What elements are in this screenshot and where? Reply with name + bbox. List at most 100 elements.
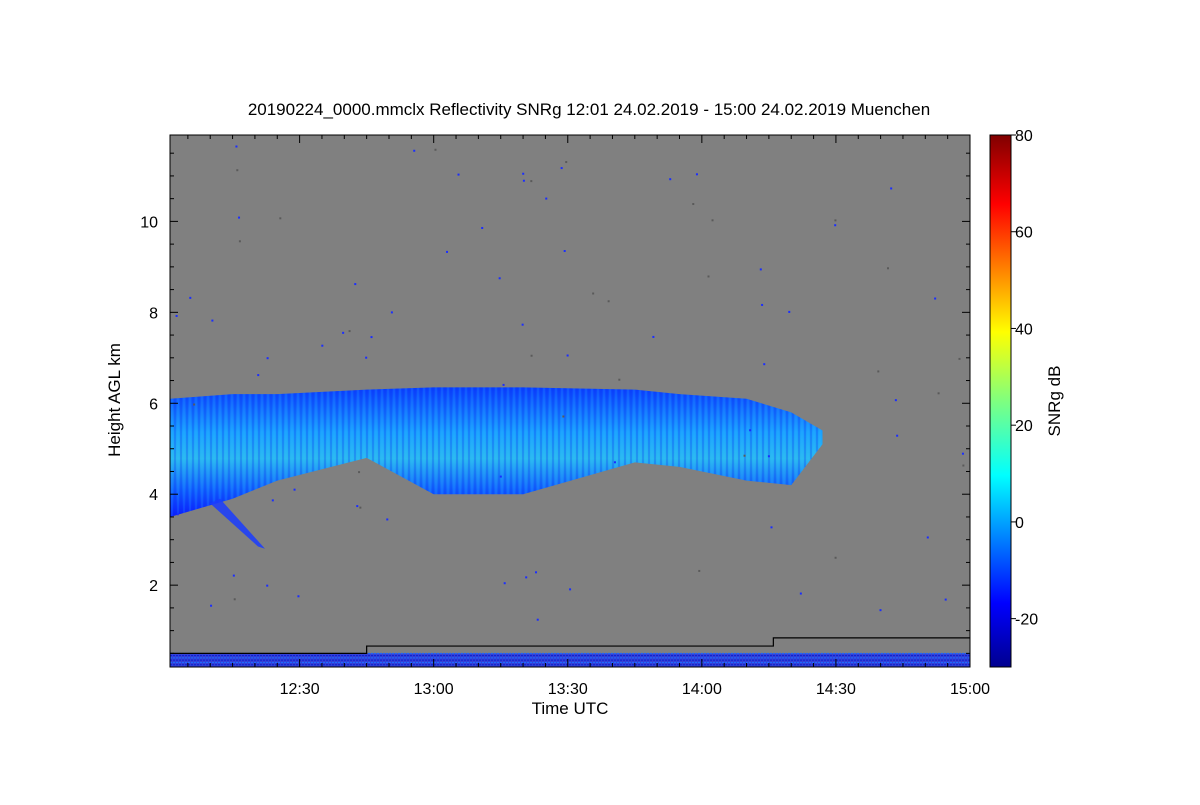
speckle bbox=[321, 344, 324, 347]
speckle bbox=[176, 513, 179, 516]
fall-streak bbox=[210, 498, 265, 549]
speckle bbox=[934, 297, 937, 300]
colorbar-tick-label: 60 bbox=[1015, 225, 1033, 242]
speckle bbox=[566, 354, 569, 357]
x-tick-label: 12:30 bbox=[280, 681, 320, 698]
noise-speckles bbox=[175, 145, 965, 621]
speckle bbox=[266, 357, 269, 360]
speckle bbox=[565, 161, 568, 164]
lowest-gate-line bbox=[170, 637, 970, 654]
speckle bbox=[749, 429, 752, 432]
ground-clutter-band bbox=[170, 652, 970, 667]
speckle bbox=[365, 356, 368, 359]
speckle bbox=[356, 505, 359, 508]
x-tick-label: 14:30 bbox=[816, 681, 856, 698]
speckle bbox=[525, 576, 528, 579]
speckle bbox=[877, 370, 880, 373]
colorbar-label: SNRg dB bbox=[1045, 366, 1064, 437]
colorbar-tick-label: -20 bbox=[1015, 612, 1038, 629]
y-tick-label: 4 bbox=[149, 487, 158, 504]
speckle bbox=[652, 335, 655, 338]
speckle bbox=[348, 330, 351, 333]
speckle bbox=[359, 506, 362, 509]
speckle bbox=[386, 518, 389, 521]
cloud-streaks bbox=[170, 387, 823, 517]
speckle bbox=[834, 219, 837, 222]
speckle bbox=[958, 357, 961, 360]
speckle bbox=[761, 303, 764, 306]
speckle bbox=[692, 203, 695, 206]
speckle bbox=[535, 571, 538, 574]
speckle bbox=[530, 180, 533, 183]
speckle bbox=[788, 310, 791, 313]
colorbar-tick-label: 0 bbox=[1015, 515, 1024, 532]
speckle bbox=[522, 172, 525, 175]
speckle bbox=[799, 592, 802, 595]
speckle bbox=[522, 179, 525, 182]
speckle bbox=[175, 314, 178, 317]
speckle bbox=[498, 277, 501, 280]
speckle bbox=[271, 499, 274, 502]
speckle bbox=[457, 173, 460, 176]
colorbar-tick-label: 40 bbox=[1015, 321, 1033, 338]
cloud-layer bbox=[170, 387, 823, 549]
speckle bbox=[390, 311, 393, 314]
speckle bbox=[711, 219, 714, 222]
speckle bbox=[763, 363, 766, 366]
plot-frame bbox=[169, 134, 971, 668]
y-tick-label: 10 bbox=[140, 214, 158, 231]
speckle bbox=[926, 536, 929, 539]
colorbar: -20 0 20 40 60 80 SNRg dB bbox=[989, 128, 1064, 668]
speckle bbox=[887, 267, 890, 270]
y-tick-label: 2 bbox=[149, 578, 158, 595]
speckle bbox=[499, 475, 502, 478]
speckle bbox=[233, 598, 236, 601]
x-tick-label: 13:00 bbox=[414, 681, 454, 698]
speckle bbox=[896, 434, 899, 437]
speckle bbox=[238, 216, 241, 219]
speckle bbox=[592, 292, 595, 295]
speckle bbox=[562, 415, 565, 418]
speckle bbox=[698, 569, 701, 572]
speckle bbox=[279, 217, 282, 220]
speckle bbox=[560, 167, 563, 170]
speckle bbox=[669, 178, 672, 181]
speckle bbox=[569, 588, 572, 591]
speckle bbox=[297, 595, 300, 598]
speckle bbox=[193, 403, 196, 406]
speckle bbox=[232, 574, 235, 577]
speckle bbox=[707, 275, 710, 278]
speckle bbox=[545, 197, 548, 200]
speckle bbox=[354, 283, 357, 286]
speckle bbox=[434, 148, 437, 151]
speckle bbox=[894, 399, 897, 402]
speckle bbox=[257, 374, 260, 377]
speckle bbox=[370, 336, 373, 339]
x-axis-ticks: 12:30 13:00 13:30 14:00 14:30 15:00 bbox=[187, 135, 990, 698]
x-tick-label: 13:30 bbox=[548, 681, 588, 698]
speckle bbox=[618, 378, 621, 381]
plot-area: 12:30 13:00 13:30 14:00 14:30 15:00 2 4 6 8 10 bbox=[140, 134, 990, 698]
speckle bbox=[563, 249, 566, 252]
speckle bbox=[770, 526, 773, 529]
speckle bbox=[944, 598, 947, 601]
x-tick-label: 14:00 bbox=[682, 681, 722, 698]
speckle bbox=[743, 454, 746, 457]
speckle bbox=[961, 452, 964, 455]
speckle bbox=[503, 582, 506, 585]
speckle bbox=[521, 323, 524, 326]
y-axis-label: Height AGL km bbox=[105, 343, 124, 457]
speckle bbox=[342, 331, 345, 334]
speckle bbox=[890, 187, 893, 190]
speckle bbox=[767, 455, 770, 458]
colorbar-gradient bbox=[989, 134, 1012, 668]
speckle bbox=[413, 149, 416, 152]
speckle bbox=[236, 169, 239, 172]
speckle bbox=[607, 300, 610, 303]
speckle bbox=[937, 392, 940, 395]
speckle bbox=[210, 604, 213, 607]
speckle bbox=[358, 471, 361, 474]
speckle bbox=[530, 354, 533, 357]
speckle bbox=[293, 488, 296, 491]
